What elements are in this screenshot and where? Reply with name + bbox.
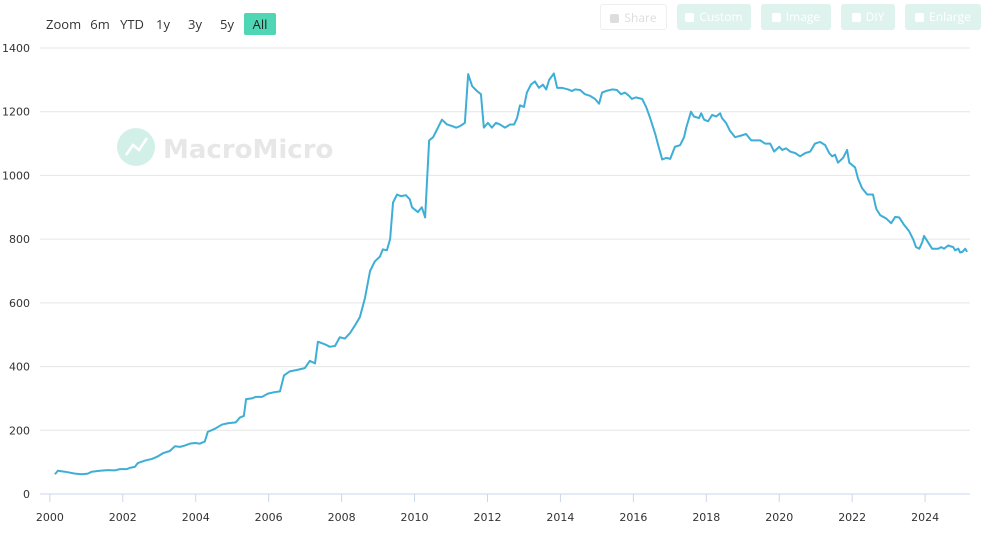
y-tick-label: 600 bbox=[9, 297, 30, 310]
action-button[interactable]: Custom bbox=[677, 4, 751, 30]
x-tick-label: 2016 bbox=[619, 511, 647, 524]
x-tick-label: 2008 bbox=[328, 511, 356, 524]
action-icon bbox=[851, 13, 861, 22]
range-button[interactable]: 3y bbox=[188, 15, 202, 33]
zoom-label: Zoom bbox=[46, 15, 82, 33]
y-tick-label: 1400 bbox=[2, 42, 30, 55]
y-tick-label: 800 bbox=[9, 233, 30, 246]
x-tick-label: 2002 bbox=[109, 511, 137, 524]
x-tick-label: 2022 bbox=[838, 511, 866, 524]
watermark: MacroMicro bbox=[117, 128, 333, 166]
range-button[interactable]: All bbox=[244, 13, 276, 35]
watermark-logo bbox=[117, 128, 155, 166]
range-button[interactable]: 5y bbox=[220, 15, 234, 33]
action-button[interactable]: DIY bbox=[841, 4, 895, 30]
y-tick-label: 400 bbox=[9, 361, 30, 374]
action-icon bbox=[610, 14, 620, 23]
action-button[interactable]: Image bbox=[761, 4, 831, 30]
x-tick-label: 2010 bbox=[401, 511, 429, 524]
x-tick-label: 2014 bbox=[546, 511, 574, 524]
x-tick-label: 2020 bbox=[765, 511, 793, 524]
x-tick-label: 2004 bbox=[182, 511, 210, 524]
x-tick-label: 2012 bbox=[473, 511, 501, 524]
action-icon bbox=[771, 13, 781, 22]
action-button[interactable]: Share bbox=[600, 4, 667, 30]
y-tick-label: 200 bbox=[9, 424, 30, 437]
x-tick-label: 2024 bbox=[911, 511, 939, 524]
x-tick-label: 2018 bbox=[692, 511, 720, 524]
watermark-text: MacroMicro bbox=[163, 135, 333, 165]
action-button[interactable]: Enlarge bbox=[905, 4, 981, 30]
x-tick-label: 2000 bbox=[36, 511, 64, 524]
y-tick-label: 1200 bbox=[2, 106, 30, 119]
y-tick-label: 1000 bbox=[2, 169, 30, 182]
range-button[interactable]: 6m bbox=[90, 15, 110, 33]
range-button[interactable]: YTD bbox=[120, 15, 144, 33]
x-tick-label: 2006 bbox=[255, 511, 283, 524]
action-icon bbox=[915, 13, 925, 22]
action-icon bbox=[685, 13, 695, 22]
watermark-icon bbox=[124, 137, 149, 156]
y-tick-label: 0 bbox=[23, 488, 30, 501]
range-button[interactable]: 1y bbox=[156, 15, 170, 33]
data-line bbox=[54, 72, 968, 476]
